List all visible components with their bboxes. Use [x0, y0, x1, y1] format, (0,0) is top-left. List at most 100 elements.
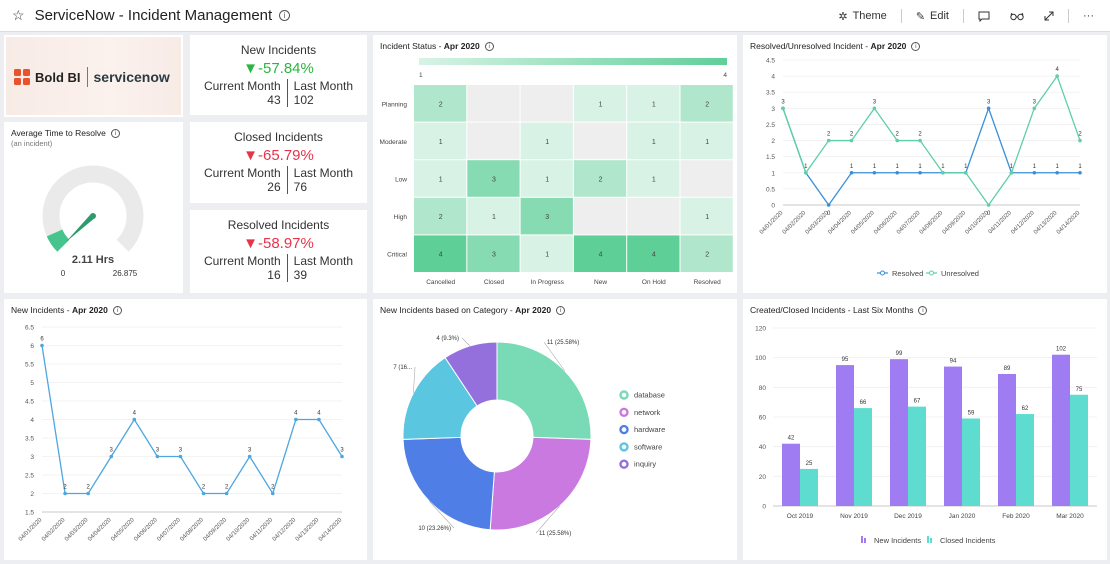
data-point — [109, 454, 114, 459]
heatmap-cell — [627, 122, 680, 160]
heatmap-col-label: In Progress — [531, 279, 565, 286]
y-tick-label: 120 — [755, 326, 766, 333]
data-label: 1 — [1055, 164, 1059, 170]
heatmap-cell — [520, 160, 573, 197]
gauge-needle — [65, 213, 94, 243]
theme-label: Theme — [852, 10, 887, 22]
data-label: 6 — [40, 337, 44, 343]
data-point — [340, 454, 344, 459]
y-tick-label: 4.5 — [25, 399, 34, 406]
heatmap-cell-label: 4 — [439, 252, 443, 259]
heatmap-col-label: Cancelled — [426, 279, 455, 286]
heatmap-row-label: Critical — [387, 252, 407, 259]
kpi-compare-row: Current Month 16 Last Month 39 — [190, 254, 367, 282]
heatmap-cell — [414, 122, 467, 160]
data-point — [1078, 138, 1082, 143]
new-incidents-tile: New Incidents - Apr 2020 i 1.5 2 2.5 3 3.5 4 4.… — [4, 299, 367, 560]
legend-marker — [619, 459, 629, 469]
info-icon[interactable]: i — [556, 306, 566, 316]
bar-value-label: 95 — [842, 357, 849, 363]
gauge-tile: Average Time to Resolve i (an incident) 2… — [4, 122, 183, 293]
series-line — [782, 106, 1080, 207]
last-label: Last Month — [293, 79, 354, 93]
data-label: 2 — [63, 485, 67, 491]
gauge-subtitle: (an incident) — [11, 139, 53, 148]
last-value: 39 — [293, 268, 308, 282]
created-closed-chart: 0 20 40 60 80 100 120 42 25 Oct 2019 95 66 Nov 2019 9… — [755, 326, 1097, 545]
data-label: 3 — [987, 99, 991, 105]
info-icon[interactable]: i — [279, 10, 291, 21]
heatmap-cell — [414, 160, 467, 197]
heatmap-cell — [414, 235, 467, 272]
info-icon[interactable]: i — [484, 42, 494, 52]
more-button[interactable]: ··· — [1077, 10, 1100, 22]
donut-slice — [489, 436, 592, 531]
current-label: Current Month — [203, 166, 281, 180]
x-tick-label: Oct 2019 — [787, 513, 814, 520]
x-tick-label: Mar 2020 — [1056, 513, 1084, 520]
kpi-change-value: -65.79% — [257, 147, 314, 164]
fullscreen-button[interactable] — [1038, 11, 1060, 21]
x-tick-label: Nov 2019 — [840, 513, 868, 520]
kpi-change: ▼-65.79% — [190, 147, 367, 164]
legend-label: Closed Incidents — [940, 536, 996, 545]
bar — [908, 406, 926, 506]
bar — [998, 373, 1016, 506]
chart-title: Incident Status - — [380, 41, 444, 51]
heatmap-cell — [467, 160, 520, 197]
y-tick-label: 100 — [755, 355, 766, 362]
y-tick-label: 3.5 — [766, 90, 775, 97]
y-tick-label: 3 — [30, 454, 34, 461]
data-label: 3 — [156, 448, 160, 454]
widget-title: New Incidents based on Category - Apr 20… — [380, 305, 566, 316]
heatmap-cell — [573, 85, 627, 122]
kpi-last: Last Month 39 — [288, 254, 359, 282]
data-label: 2 — [202, 485, 206, 491]
data-point — [986, 203, 991, 207]
theme-button[interactable]: ✲ Theme — [832, 10, 892, 23]
heatmap-row-label: Low — [395, 177, 407, 184]
sun-icon: ✲ — [838, 10, 848, 23]
heatmap-cell — [414, 85, 467, 122]
heatmap-cell-label: 1 — [652, 101, 656, 108]
info-icon[interactable]: i — [911, 42, 921, 52]
heatmap-cell-label: 1 — [652, 139, 656, 146]
data-point — [895, 170, 900, 175]
slice-label: 10 (23.26%) — [418, 526, 451, 532]
info-icon[interactable]: i — [918, 306, 928, 316]
kpi-title: New Incidents — [240, 43, 317, 57]
view-button[interactable] — [1004, 12, 1030, 21]
heatmap-col-label: Resolved — [694, 279, 721, 286]
info-icon[interactable]: i — [110, 129, 120, 139]
bar-value-label: 99 — [896, 351, 903, 357]
star-icon[interactable]: ☆ — [12, 7, 25, 23]
servicenow-text: servicenow — [93, 69, 170, 85]
legend-marker — [619, 407, 629, 418]
info-icon[interactable]: i — [112, 306, 122, 316]
x-tick-label: Dec 2019 — [894, 513, 922, 520]
legend-unresolved-label: Unresolved — [941, 269, 979, 278]
data-point — [781, 106, 785, 111]
edit-button[interactable]: ✎ Edit — [910, 10, 955, 23]
heatmap-cell-label: 1 — [439, 139, 443, 146]
chart-title-period: Apr 2020 — [870, 41, 907, 51]
y-tick-label: 4 — [30, 417, 34, 424]
heatmap-cell — [680, 85, 733, 122]
gauge-max-label: 26.875 — [113, 269, 138, 278]
toolbar-divider — [963, 9, 964, 23]
data-label: 2 — [896, 132, 900, 138]
widget-title: Incident Status - Apr 2020 i — [380, 41, 494, 52]
data-label: 2 — [918, 132, 922, 138]
brand-logo: Bold BI servicenow — [13, 67, 170, 87]
heatmap-cell — [573, 122, 627, 160]
data-label: 1 — [918, 164, 922, 170]
y-tick-label: 40 — [759, 444, 767, 451]
current-label: Current Month — [203, 254, 281, 268]
legend-resolved-label: Resolved — [892, 269, 923, 278]
comment-button[interactable] — [972, 11, 996, 22]
data-point — [1055, 170, 1059, 175]
y-tick-label: 1 — [771, 170, 775, 177]
data-point — [918, 170, 922, 175]
y-tick-label: 2.5 — [766, 122, 775, 129]
current-value: 16 — [267, 268, 281, 282]
